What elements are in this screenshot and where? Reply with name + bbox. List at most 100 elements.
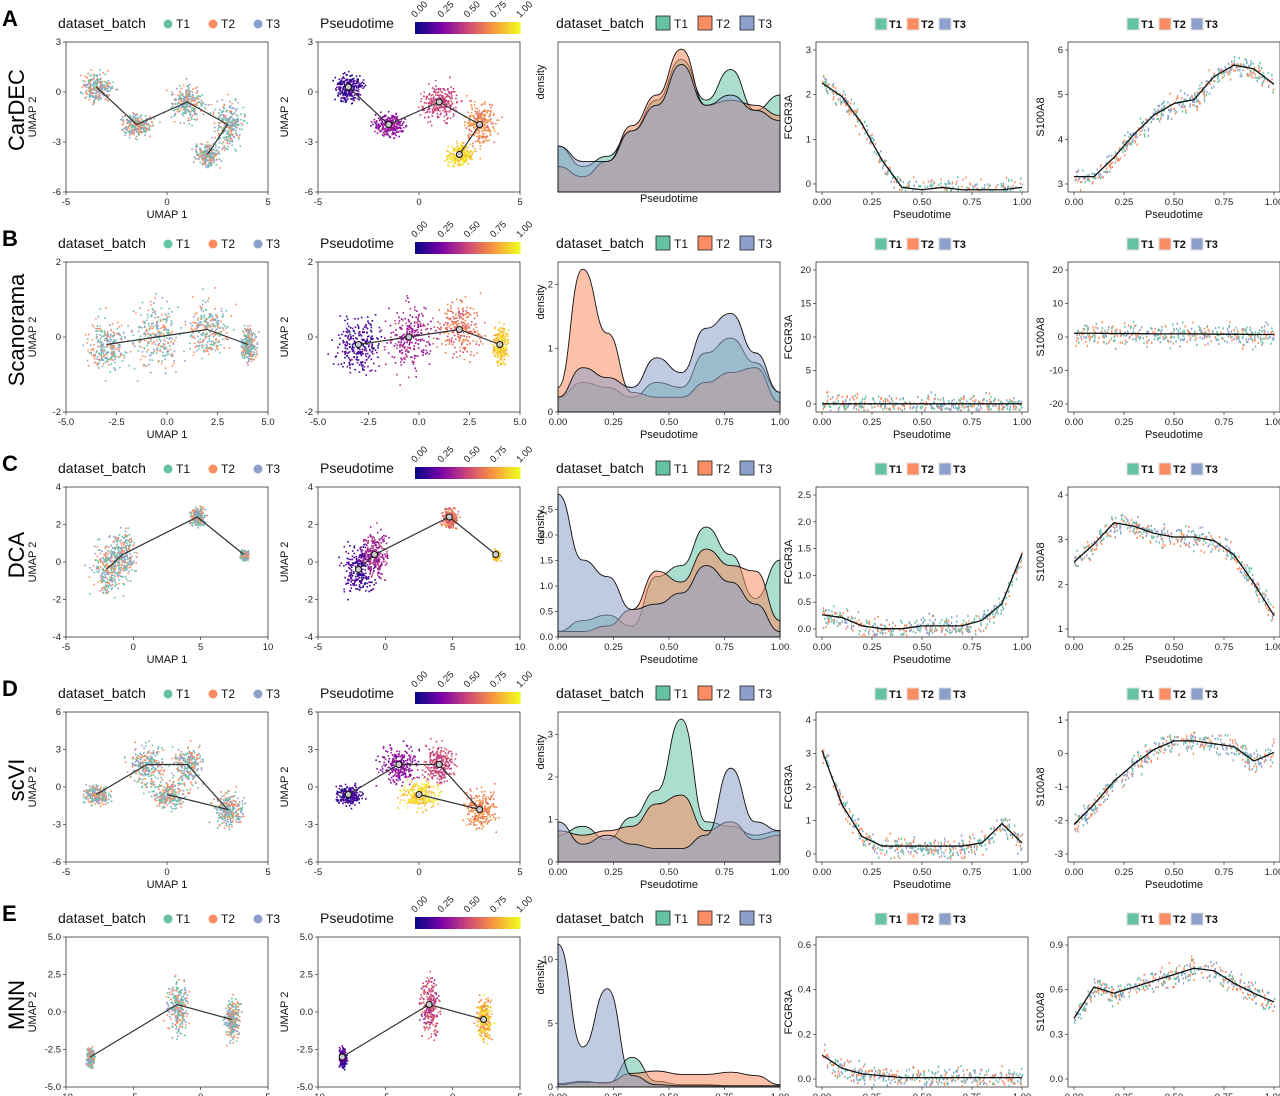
colorbar-segment — [471, 22, 475, 34]
cell-point — [86, 342, 88, 344]
cell-point — [204, 160, 207, 163]
cell-point — [469, 143, 472, 146]
cell-point — [398, 316, 400, 319]
expression-point — [966, 186, 968, 189]
cell-point — [121, 360, 124, 362]
cell-point — [125, 126, 128, 129]
method-label: DCA — [4, 531, 29, 578]
cell-point — [227, 131, 230, 134]
x-tick-label: 5 — [265, 197, 270, 208]
cell-point — [141, 124, 144, 126]
expression-point — [1267, 85, 1270, 89]
cell-point — [349, 80, 352, 82]
legend-title: Pseudotime — [320, 15, 394, 31]
cell-point — [103, 94, 105, 97]
expression-point — [1203, 97, 1205, 100]
expression-point — [1020, 177, 1022, 180]
expression-point — [1139, 117, 1142, 120]
cell-point — [193, 351, 196, 354]
legend-label: T1 — [889, 19, 902, 31]
cell-point — [443, 119, 446, 122]
cell-point — [107, 79, 110, 82]
expression-point — [887, 172, 889, 175]
cell-point — [476, 111, 479, 113]
expression-point — [1116, 158, 1118, 161]
colorbar-tick: 0.50 — [462, 0, 483, 20]
cell-point — [223, 347, 226, 349]
y-axis-title: FCGR3A — [783, 94, 795, 139]
cell-point — [206, 159, 209, 162]
cell-point — [208, 335, 211, 338]
cell-point — [423, 101, 426, 104]
cell-point — [224, 337, 227, 340]
density-curve — [557, 63, 781, 193]
cell-point — [173, 109, 175, 112]
cell-point — [112, 81, 115, 84]
expression-point — [1103, 170, 1105, 173]
cell-point — [146, 118, 149, 120]
cell-point — [405, 124, 408, 127]
cell-point — [215, 345, 218, 348]
cell-point — [472, 151, 474, 154]
cell-point — [95, 94, 98, 97]
cell-point — [202, 158, 204, 160]
expression-point — [955, 183, 957, 186]
cell-point — [357, 88, 360, 91]
cell-point — [189, 105, 192, 108]
expression-point — [1170, 107, 1173, 110]
expression-point — [1222, 71, 1225, 75]
cell-point — [173, 359, 175, 362]
cell-point — [353, 355, 355, 358]
cell-point — [378, 128, 380, 130]
cell-point — [211, 159, 214, 161]
cell-point — [105, 339, 108, 342]
y-tick-label: 0 — [308, 87, 313, 98]
cell-point — [123, 120, 125, 123]
cell-point — [224, 124, 227, 126]
cell-point — [408, 343, 411, 346]
expression-point — [926, 185, 929, 188]
cell-point — [352, 349, 355, 351]
cell-point — [215, 313, 217, 316]
expression-point — [1088, 173, 1090, 177]
cell-point — [204, 335, 207, 338]
cell-point — [469, 125, 472, 127]
cell-point — [203, 324, 206, 327]
expression-point — [1156, 114, 1158, 117]
cell-point — [346, 331, 349, 334]
y-tick-label: 2 — [806, 90, 811, 101]
expression-point — [871, 137, 874, 140]
cell-point — [474, 140, 477, 143]
expression-point — [902, 180, 905, 184]
cell-point — [478, 110, 481, 112]
cell-point — [345, 315, 348, 318]
cell-point — [208, 163, 210, 166]
cell-point — [206, 146, 209, 149]
cell-point — [485, 111, 488, 113]
cell-point — [199, 95, 201, 98]
cell-point — [389, 136, 391, 138]
cell-point — [230, 133, 232, 136]
cell-point — [157, 315, 160, 318]
cell-point — [230, 127, 233, 130]
cell-point — [227, 325, 229, 328]
expression-point — [1170, 118, 1173, 121]
expression-point — [1092, 181, 1094, 184]
cell-point — [363, 369, 365, 371]
cell-point — [478, 112, 481, 115]
y-tick-label: 5 — [1058, 90, 1063, 101]
cell-point — [181, 112, 184, 115]
expression-point — [1252, 76, 1254, 79]
cell-point — [202, 340, 205, 343]
cell-point — [428, 83, 430, 85]
cell-point — [103, 354, 106, 357]
colorbar-segment — [481, 242, 486, 254]
cell-point — [166, 319, 168, 321]
cell-point — [228, 106, 231, 108]
expression-point — [1136, 136, 1138, 139]
cell-point — [242, 346, 244, 349]
cell-point — [235, 114, 238, 116]
cell-point — [448, 110, 451, 113]
cell-point — [234, 124, 237, 127]
cell-point — [182, 114, 184, 117]
